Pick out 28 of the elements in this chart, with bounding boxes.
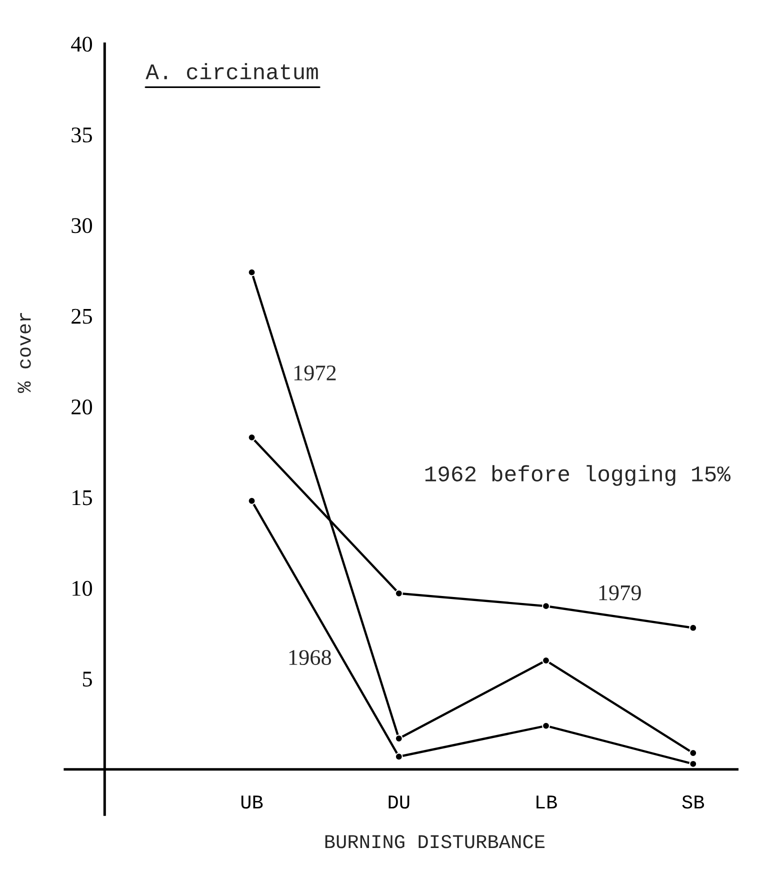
x-tick-label: DU <box>388 796 410 809</box>
x-tick-label: SB <box>682 795 704 809</box>
x-tick-label: UB <box>241 796 263 809</box>
point <box>394 752 403 761</box>
point <box>248 496 256 505</box>
y-tick-label: 40 <box>71 36 92 52</box>
y-tick-label: 10 <box>72 580 92 596</box>
point <box>689 749 698 757</box>
point <box>394 734 403 742</box>
y-tick-label: 5 <box>83 672 92 687</box>
point <box>248 268 256 276</box>
point <box>394 589 403 598</box>
y-tick-label: 35 <box>72 127 92 142</box>
x-tick-label: LB <box>536 796 557 808</box>
y-tick-label: 15 <box>72 490 92 506</box>
text: A. circinatum <box>146 63 318 80</box>
x-axis-title: BURNING DISTURBANCE <box>325 835 545 848</box>
point <box>542 722 550 730</box>
y-tick-label: 30 <box>72 218 92 234</box>
y-axis-title: % cover <box>18 313 31 393</box>
point <box>542 656 550 664</box>
y-tick-label: 20 <box>72 400 92 414</box>
series-label: 1968 <box>289 650 332 666</box>
series-label: 1972 <box>294 366 336 380</box>
y-tick-label: 25 <box>72 308 92 324</box>
series-label: 1979 <box>599 585 641 600</box>
annotation: 1962 before logging 15% <box>425 465 731 486</box>
point <box>689 624 698 632</box>
